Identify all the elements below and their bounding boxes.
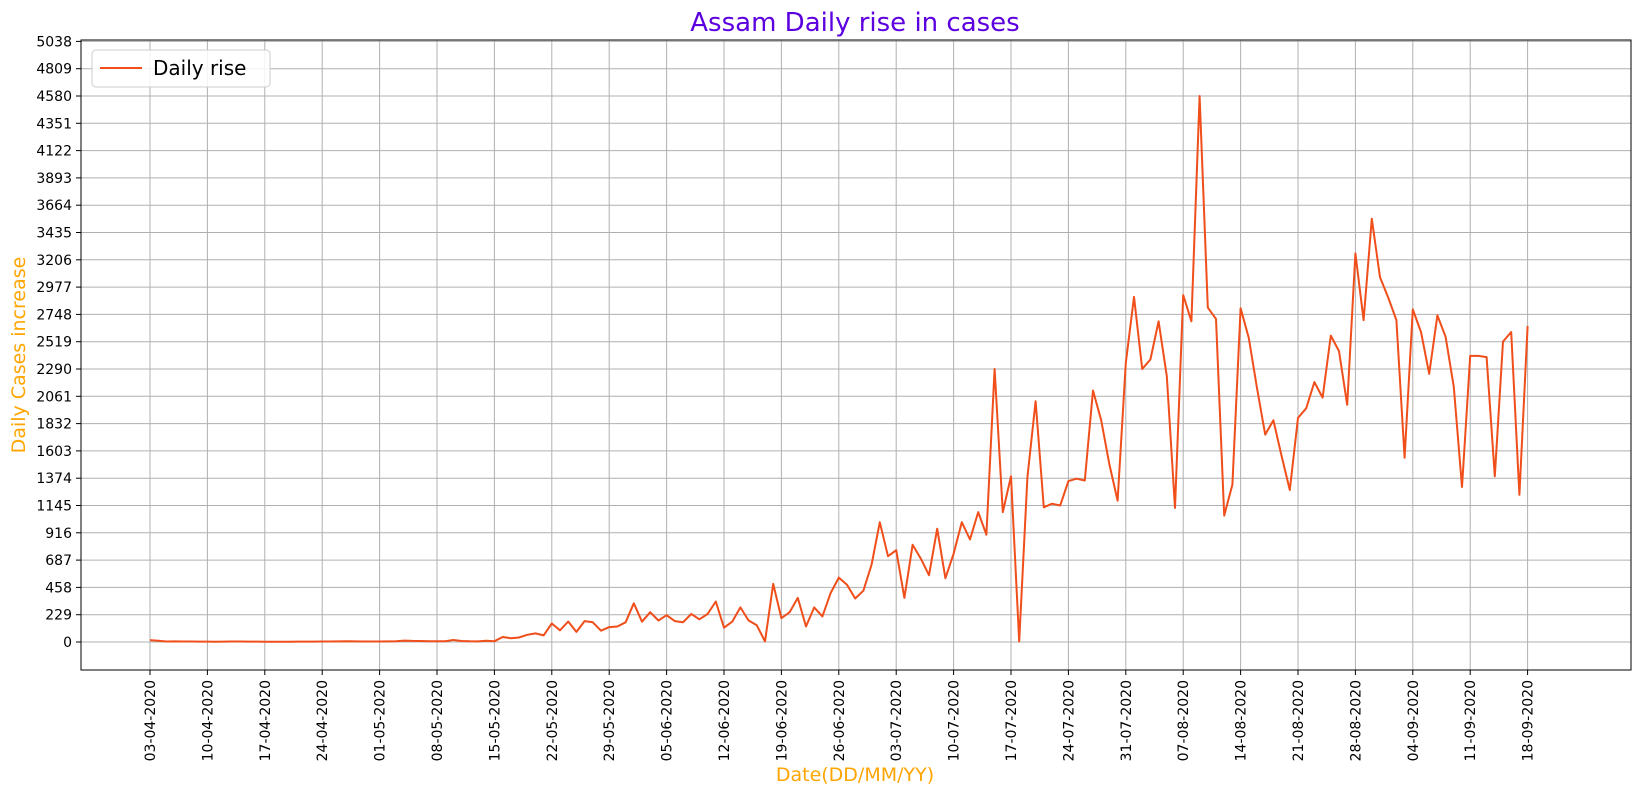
- x-tick-label: 04-09-2020: [1406, 680, 1422, 761]
- y-axis-label: Daily Cases increase: [8, 257, 30, 454]
- y-tick-label: 687: [45, 553, 72, 569]
- y-tick-label: 5038: [36, 34, 72, 50]
- x-tick-label: 19-06-2020: [774, 680, 790, 761]
- y-tick-label: 2290: [36, 362, 72, 378]
- y-tick-label: 4580: [36, 89, 72, 105]
- x-tick-label: 18-09-2020: [1521, 680, 1537, 761]
- y-tick-label: 2977: [36, 280, 72, 296]
- y-tick-label: 3206: [36, 253, 72, 269]
- y-tick-label: 3893: [36, 171, 72, 187]
- y-tick-label: 1374: [36, 471, 72, 487]
- grid: [81, 40, 1631, 670]
- chart-title: Assam Daily rise in cases: [690, 8, 1019, 38]
- x-tick-label: 26-06-2020: [832, 680, 848, 761]
- x-tick-label: 12-06-2020: [717, 680, 733, 761]
- y-tick-label: 2519: [36, 335, 72, 351]
- x-tick-label: 14-08-2020: [1234, 680, 1250, 761]
- y-tick-label: 1832: [36, 417, 72, 433]
- x-tick-label: 10-04-2020: [200, 680, 216, 761]
- x-tick-label: 22-05-2020: [545, 680, 561, 761]
- x-tick-label: 10-07-2020: [947, 680, 963, 761]
- x-axis: 03-04-2020 10-04-2020 17-04-2020 24-04-2020…: [143, 670, 1537, 761]
- x-axis-label: Date(DD/MM/YY): [776, 764, 934, 786]
- y-tick-label: 4809: [36, 62, 72, 78]
- y-tick-label: 2748: [36, 307, 72, 323]
- y-tick-label: 3435: [36, 226, 72, 242]
- x-tick-label: 01-05-2020: [373, 680, 389, 761]
- series-line: [149, 95, 1529, 643]
- y-tick-label: 1603: [36, 444, 72, 460]
- y-tick-label: 4122: [36, 144, 72, 160]
- x-tick-label: 11-09-2020: [1463, 680, 1479, 761]
- y-tick-label: 2061: [36, 389, 72, 405]
- y-tick-label: 3664: [36, 198, 72, 214]
- x-tick-label: 08-05-2020: [430, 680, 446, 761]
- x-tick-label: 24-04-2020: [315, 680, 331, 761]
- x-tick-label: 05-06-2020: [660, 680, 676, 761]
- y-axis: 0 229 458 687 916 1145 1374 1603 1832 2061 2290 251…: [36, 34, 81, 651]
- y-tick-label: 4351: [36, 116, 72, 132]
- x-tick-label: 31-07-2020: [1119, 680, 1135, 761]
- x-tick-label: 17-04-2020: [258, 680, 274, 761]
- legend-box: [91, 49, 271, 88]
- x-tick-label: 17-07-2020: [1004, 680, 1020, 761]
- series-layer: [149, 95, 1529, 643]
- legend: Daily rise: [91, 49, 271, 88]
- y-tick-label: 229: [45, 608, 72, 624]
- x-tick-label: 03-07-2020: [889, 680, 905, 761]
- x-tick-label: 07-08-2020: [1176, 680, 1192, 761]
- x-tick-label: 29-05-2020: [602, 680, 618, 761]
- y-tick-label: 0: [63, 635, 72, 651]
- x-tick-label: 21-08-2020: [1291, 680, 1307, 761]
- y-tick-label: 1145: [36, 499, 72, 515]
- x-tick-label: 28-08-2020: [1348, 680, 1364, 761]
- x-tick-label: 03-04-2020: [143, 680, 159, 761]
- y-tick-label: 916: [45, 526, 72, 542]
- x-tick-label: 24-07-2020: [1061, 680, 1077, 761]
- legend-label: Daily rise: [153, 56, 246, 80]
- plot-frame: [80, 39, 1632, 671]
- y-tick-label: 458: [45, 580, 72, 596]
- x-tick-label: 15-05-2020: [487, 680, 503, 761]
